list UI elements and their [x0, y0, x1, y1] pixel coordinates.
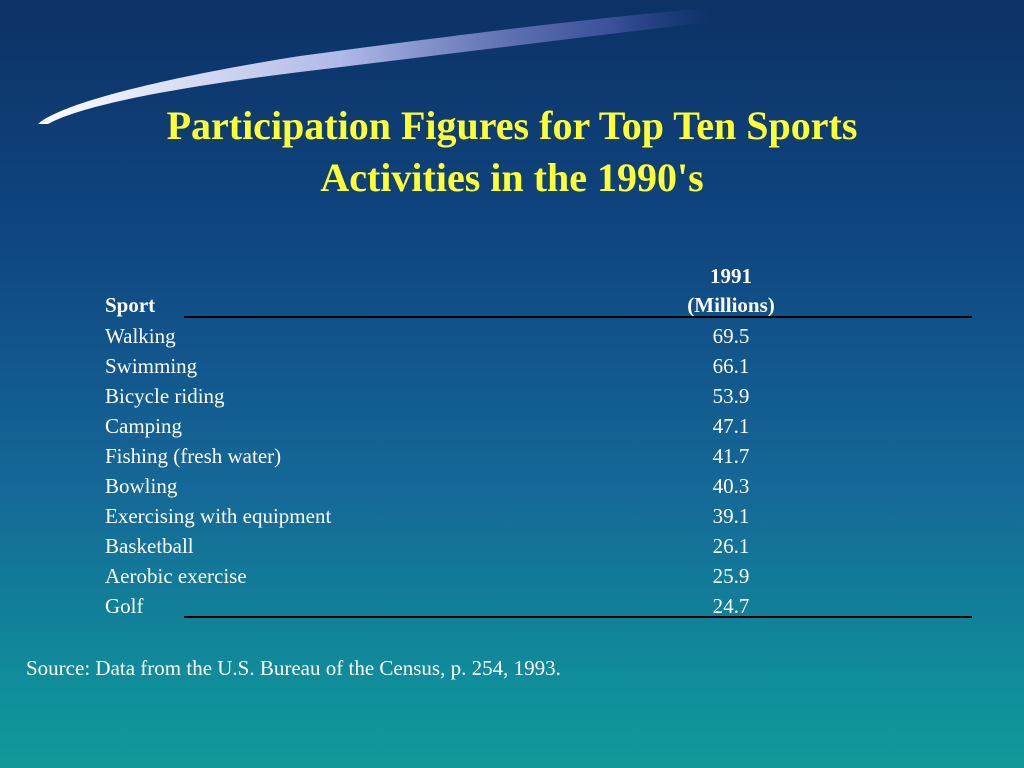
- table-row: Bicycle riding 53.9: [0, 384, 1024, 414]
- table-row: Golf 24.7: [0, 594, 1024, 624]
- sport-name: Swimming: [105, 354, 198, 378]
- participation-value: 66.1: [712, 354, 750, 378]
- source-note: Source: Data from the U.S. Bureau of the…: [26, 656, 561, 680]
- sport-name: Basketball: [105, 534, 194, 558]
- participation-value: 69.5: [712, 324, 750, 348]
- sport-name: Exercising with equipment: [105, 504, 332, 528]
- header-sport: Sport: [105, 293, 156, 317]
- sport-name: Bicycle riding: [105, 384, 225, 408]
- footer-rule: [184, 616, 972, 618]
- title-line-2: Activities in the 1990's: [320, 155, 704, 200]
- header-units: (Millions): [687, 293, 775, 317]
- participation-value: 53.9: [712, 384, 750, 408]
- participation-value: 25.9: [712, 564, 750, 588]
- table-row: Walking 69.5: [0, 324, 1024, 354]
- participation-value: 41.7: [712, 444, 750, 468]
- table-header-row: Sport (Millions): [0, 293, 1024, 323]
- decorative-swoosh: [38, 8, 712, 124]
- sport-name: Aerobic exercise: [105, 564, 247, 588]
- table-row: Camping 47.1: [0, 414, 1024, 444]
- participation-value: 39.1: [712, 504, 750, 528]
- table-row: Swimming 66.1: [0, 354, 1024, 384]
- participation-value: 24.7: [712, 594, 750, 618]
- sport-name: Fishing (fresh water): [105, 444, 282, 468]
- header-year: 1991: [710, 264, 752, 288]
- sport-name: Camping: [105, 414, 182, 438]
- sport-name: Bowling: [105, 474, 178, 498]
- table-row: Exercising with equipment 39.1: [0, 504, 1024, 534]
- table-row: Aerobic exercise 25.9: [0, 564, 1024, 594]
- table-header-year-row: 1991: [0, 264, 1024, 294]
- slide-title: Participation Figures for Top Ten Sports…: [60, 100, 964, 204]
- header-rule: [184, 316, 972, 318]
- table-row: Basketball 26.1: [0, 534, 1024, 564]
- participation-value: 26.1: [712, 534, 750, 558]
- sport-name: Walking: [105, 324, 176, 348]
- participation-value: 40.3: [712, 474, 750, 498]
- table-row: Fishing (fresh water) 41.7: [0, 444, 1024, 474]
- table-row: Bowling 40.3: [0, 474, 1024, 504]
- participation-value: 47.1: [712, 414, 750, 438]
- title-line-1: Participation Figures for Top Ten Sports: [166, 103, 858, 148]
- sport-name: Golf: [105, 594, 144, 618]
